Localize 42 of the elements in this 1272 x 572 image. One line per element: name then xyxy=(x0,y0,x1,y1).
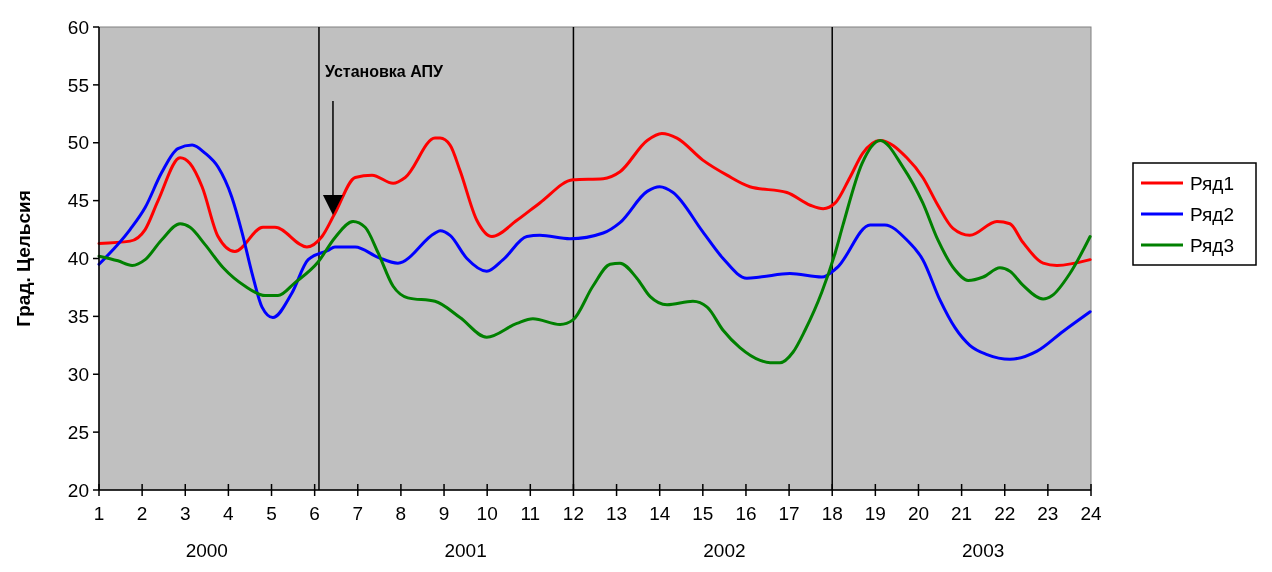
x-tick-label: 1 xyxy=(93,503,105,524)
y-tick-label: 20 xyxy=(67,479,89,501)
x-tick-label: 11 xyxy=(520,503,541,524)
x-tick-label: 22 xyxy=(994,503,1016,524)
x-tick-label: 9 xyxy=(438,503,450,524)
x-tick-label: 12 xyxy=(562,503,585,524)
x-tick-label: 6 xyxy=(309,503,320,524)
legend-label: Ряд2 xyxy=(1190,203,1234,225)
y-axis-title: Град. Цельсия xyxy=(13,190,34,327)
annotation: Установка АПУ xyxy=(324,63,445,80)
x-tick-label: 14 xyxy=(649,503,671,524)
x-tick-label: 7 xyxy=(352,503,364,524)
x-tick-label: 4 xyxy=(223,503,235,524)
text: 2002 xyxy=(703,540,746,561)
y-tick-label: 55 xyxy=(67,74,89,96)
x-tick-label: 5 xyxy=(266,503,277,524)
x-tick-label: 21 xyxy=(951,503,973,524)
x-tick-label: 15 xyxy=(692,503,714,524)
x-tick-label: 8 xyxy=(395,503,407,524)
y-tick-label: 60 xyxy=(67,16,89,38)
x-tick-label: 20 xyxy=(907,503,930,524)
x-tick-label: 17 xyxy=(778,503,800,524)
y-tick-label: 35 xyxy=(67,306,89,328)
x-tick-label: 2 xyxy=(136,503,148,524)
y-tick-label: 25 xyxy=(67,421,89,443)
x-tick-label: 13 xyxy=(605,503,628,524)
x-tick-label: 16 xyxy=(735,503,757,524)
text: 2000 xyxy=(185,540,228,561)
x-tick-label: 23 xyxy=(1037,503,1059,524)
x-tick-label: 3 xyxy=(179,503,191,524)
y-tick-label: 30 xyxy=(67,363,89,385)
legend-label: Ряд1 xyxy=(1190,172,1234,194)
text: 2003 xyxy=(962,540,1005,561)
y-tick-label: 40 xyxy=(67,248,89,270)
x-tick-label: 18 xyxy=(821,503,843,524)
x-tick-label: 24 xyxy=(1080,503,1102,524)
x-tick-label: 19 xyxy=(864,503,886,524)
x-tick-label: 10 xyxy=(476,503,498,524)
y-tick-label: 50 xyxy=(67,132,89,154)
y-tick-label: 45 xyxy=(67,190,89,212)
legend-label: Ряд3 xyxy=(1190,234,1234,256)
text: 2001 xyxy=(444,540,487,561)
